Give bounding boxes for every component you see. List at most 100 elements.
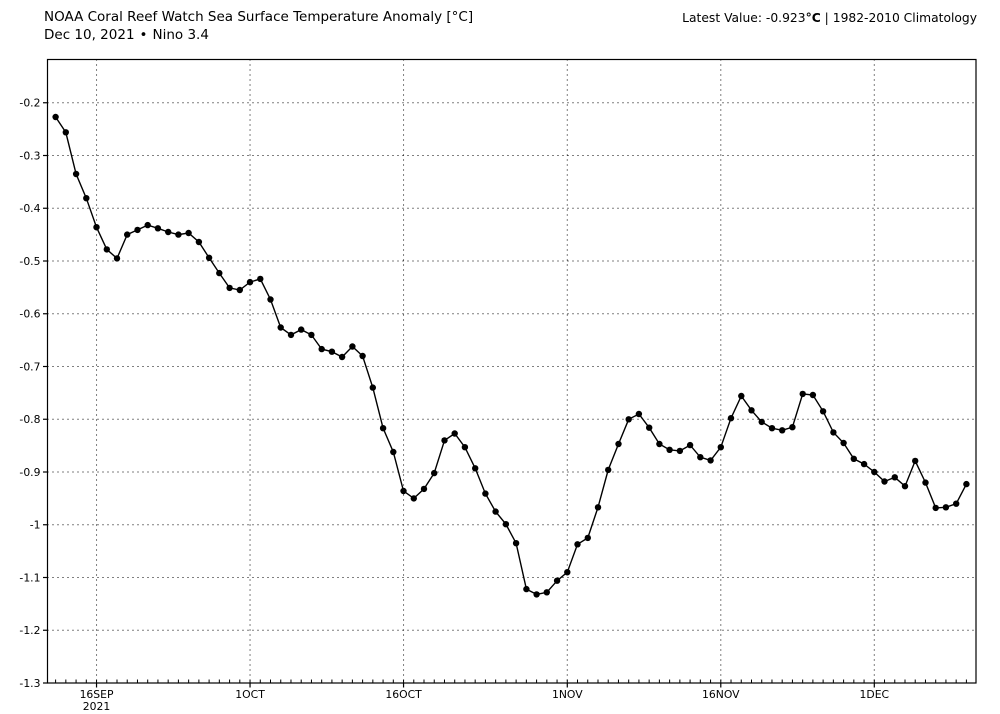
data-point xyxy=(605,466,612,474)
y-tick-label: -0.9 xyxy=(19,466,40,479)
data-point xyxy=(635,410,643,418)
data-point xyxy=(533,591,540,598)
data-point xyxy=(165,228,172,236)
data-point xyxy=(277,324,284,331)
data-point xyxy=(850,455,857,462)
latest-value-readout: Latest Value: -0.923°C | 1982-2010 Clima… xyxy=(682,11,977,25)
data-point xyxy=(451,430,458,437)
latest-value-separator: | xyxy=(824,11,829,25)
data-point xyxy=(482,490,489,497)
data-point xyxy=(830,429,837,436)
data-point xyxy=(779,427,786,434)
data-point xyxy=(840,439,847,447)
data-point xyxy=(175,231,182,238)
data-point xyxy=(953,500,960,507)
data-point xyxy=(359,352,366,360)
data-point xyxy=(113,255,121,262)
data-point xyxy=(431,469,438,477)
data-point xyxy=(461,444,469,451)
data-point xyxy=(512,540,520,547)
latest-value-unit: °C xyxy=(805,11,821,25)
data-point xyxy=(420,485,428,493)
data-point xyxy=(216,269,223,277)
data-point xyxy=(523,585,530,593)
y-tick-label: -0.3 xyxy=(19,149,40,162)
data-point xyxy=(594,504,602,511)
data-point xyxy=(860,460,868,468)
chart-title: NOAA Coral Reef Watch Sea Surface Temper… xyxy=(44,9,474,25)
data-point xyxy=(789,424,796,431)
climatology-label: 1982-2010 Climatology xyxy=(832,11,977,25)
data-point xyxy=(901,483,909,490)
data-point xyxy=(738,392,745,400)
data-point xyxy=(686,441,694,449)
data-point xyxy=(717,444,724,451)
data-point xyxy=(912,457,919,465)
data-point xyxy=(195,238,203,246)
data-point xyxy=(338,353,346,361)
y-tick-label: -0.4 xyxy=(19,202,40,215)
data-point xyxy=(758,418,765,426)
y-tick-label: -0.6 xyxy=(19,308,40,321)
data-point xyxy=(707,457,714,464)
x-tick-label: 1OCT xyxy=(235,688,265,701)
data-point xyxy=(615,440,622,448)
data-point xyxy=(390,448,397,456)
subtitle-region: Nino 3.4 xyxy=(152,27,209,43)
data-point xyxy=(267,296,274,303)
y-tick-label: -1.1 xyxy=(19,571,40,584)
data-point xyxy=(400,487,407,495)
data-point xyxy=(942,504,950,511)
data-point xyxy=(52,113,59,121)
x-tick-label: 16OCT xyxy=(385,688,422,701)
y-tick-label: -0.8 xyxy=(19,413,40,426)
data-point xyxy=(349,343,356,350)
y-tick-label: -0.2 xyxy=(19,97,40,110)
data-point xyxy=(318,345,325,353)
data-point xyxy=(472,465,479,472)
data-point xyxy=(656,440,663,448)
y-tick-label: -0.7 xyxy=(19,360,40,373)
data-point xyxy=(226,284,233,292)
data-point xyxy=(502,521,510,528)
data-point xyxy=(308,331,315,339)
data-point xyxy=(881,478,888,485)
data-point xyxy=(666,446,673,453)
x-tick-year-label: 2021 xyxy=(83,700,110,713)
data-point xyxy=(799,390,806,398)
data-point xyxy=(809,391,817,399)
data-point xyxy=(441,437,448,444)
data-point xyxy=(379,425,387,432)
data-point xyxy=(564,569,571,576)
plot-frame xyxy=(46,58,977,684)
chart-header: NOAA Coral Reef Watch Sea Surface Temper… xyxy=(44,8,473,44)
data-point xyxy=(697,454,704,461)
data-point xyxy=(298,326,305,333)
data-point xyxy=(124,231,131,238)
data-point xyxy=(154,225,162,232)
data-point xyxy=(553,577,561,584)
data-point xyxy=(768,425,776,432)
latest-value-label: Latest Value: xyxy=(682,11,762,25)
data-point xyxy=(543,589,550,596)
data-point xyxy=(410,495,417,502)
subtitle-date: Dec 10, 2021 xyxy=(44,27,135,43)
data-point xyxy=(62,129,69,136)
x-tick-label: 1DEC xyxy=(860,688,890,701)
data-point xyxy=(584,534,591,542)
data-point xyxy=(369,384,376,391)
data-point xyxy=(963,480,970,488)
x-tick-label: 16SEP xyxy=(80,688,114,701)
y-tick-label: -0.5 xyxy=(19,255,40,268)
data-point xyxy=(205,254,213,261)
data-point xyxy=(871,468,878,476)
data-point xyxy=(676,447,684,455)
data-point xyxy=(922,479,929,486)
data-point xyxy=(748,407,755,414)
chart-subtitle: Dec 10, 2021 • Nino 3.4 xyxy=(44,26,473,44)
data-point xyxy=(72,170,80,178)
y-tick-label: -1 xyxy=(30,519,41,532)
data-point xyxy=(932,504,939,512)
data-point xyxy=(574,541,581,548)
